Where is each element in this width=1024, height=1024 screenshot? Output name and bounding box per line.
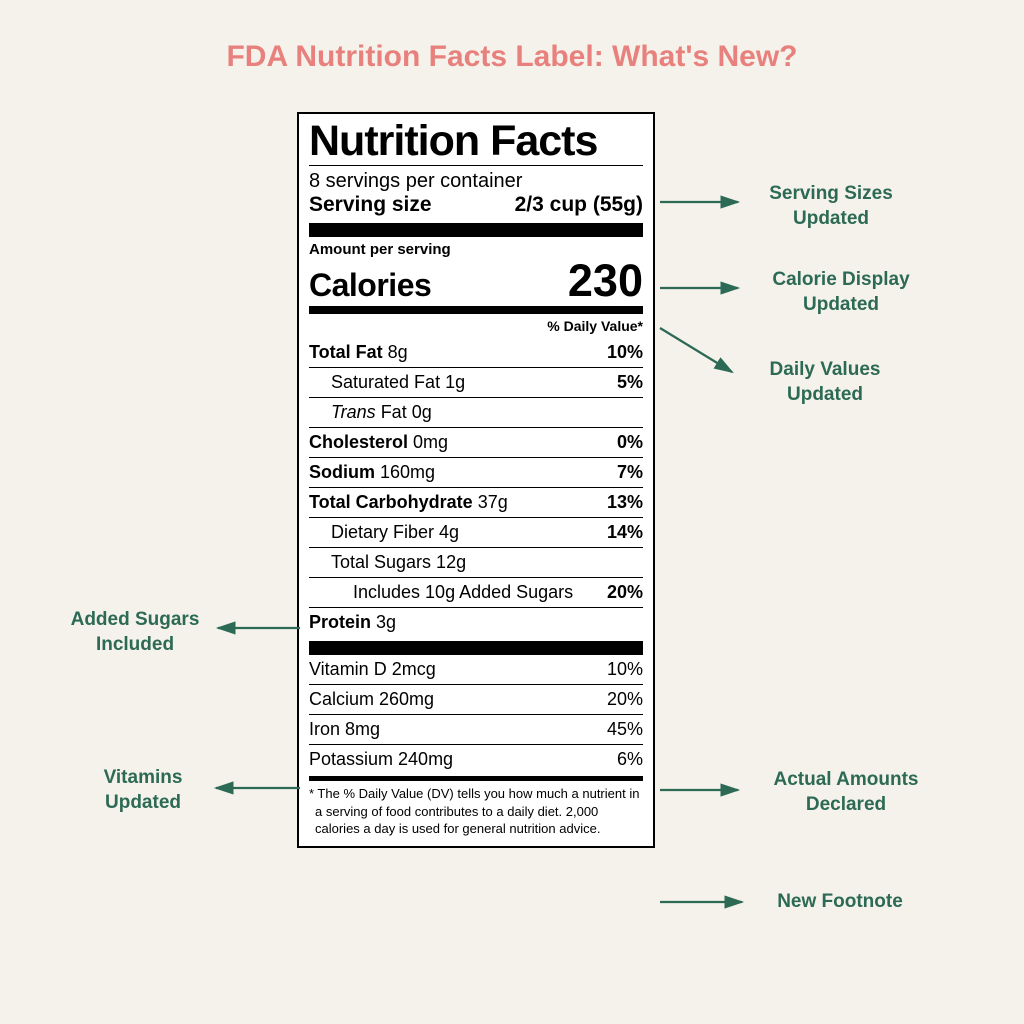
- page-title: FDA Nutrition Facts Label: What's New?: [0, 40, 1024, 74]
- nutrient-row: Saturated Fat 1g5%: [309, 367, 643, 397]
- nutrients-list: Total Fat 8g10%Saturated Fat 1g5%Trans F…: [309, 338, 643, 637]
- vitamin-row: Potassium 240mg6%: [309, 744, 643, 774]
- nutrient-row: Total Sugars 12g: [309, 547, 643, 577]
- callout-calorie-display: Calorie Display Updated: [746, 268, 936, 317]
- vitamins-list: Vitamin D 2mcg10%Calcium 260mg20%Iron 8m…: [309, 655, 643, 774]
- callout-new-footnote: New Footnote: [750, 890, 930, 915]
- serving-size-row: Serving size 2/3 cup (55g): [309, 193, 643, 223]
- serving-size-label: Serving size: [309, 193, 432, 217]
- nutrition-label: Nutrition Facts 8 servings per container…: [297, 112, 655, 848]
- nutrient-row: Total Fat 8g10%: [309, 338, 643, 367]
- calories-label: Calories: [309, 267, 431, 304]
- label-heading: Nutrition Facts: [309, 120, 643, 165]
- callout-added-sugars: Added Sugars Included: [52, 608, 218, 657]
- callout-actual-amounts: Actual Amounts Declared: [746, 768, 946, 817]
- serving-size-value: 2/3 cup (55g): [515, 193, 643, 217]
- nutrient-row: Protein 3g: [309, 607, 643, 637]
- callout-serving-sizes: Serving Sizes Updated: [746, 182, 916, 231]
- nutrient-row: Sodium 160mg7%: [309, 457, 643, 487]
- calories-value: 230: [568, 258, 643, 303]
- callout-daily-values: Daily Values Updated: [740, 358, 910, 407]
- calories-row: Calories 230: [309, 258, 643, 306]
- nutrient-row: Dietary Fiber 4g14%: [309, 517, 643, 547]
- nutrient-row: Trans Fat 0g: [309, 397, 643, 427]
- vitamin-row: Calcium 260mg20%: [309, 684, 643, 714]
- nutrient-row: Includes 10g Added Sugars20%: [309, 577, 643, 607]
- nutrient-row: Cholesterol 0mg0%: [309, 427, 643, 457]
- vitamin-row: Iron 8mg45%: [309, 714, 643, 744]
- callout-vitamins: Vitamins Updated: [78, 766, 208, 815]
- nutrient-row: Total Carbohydrate 37g13%: [309, 487, 643, 517]
- vitamin-row: Vitamin D 2mcg10%: [309, 655, 643, 684]
- servings-per-container: 8 servings per container: [309, 166, 643, 193]
- daily-value-header: % Daily Value*: [309, 314, 643, 338]
- footnote: * The % Daily Value (DV) tells you how m…: [309, 781, 643, 838]
